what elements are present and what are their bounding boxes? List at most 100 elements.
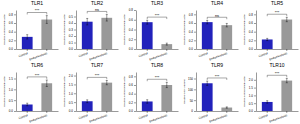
y-tick-label: 0.5 [249,102,254,106]
x-axis: ControlEndometriosis [77,49,119,61]
bar [221,108,232,111]
y-tick-label: 0.8 [129,8,134,12]
y-tick-label: 0.2 [189,39,194,43]
y-tick: 0 [191,109,196,113]
marks [142,82,172,111]
x-tick-mark [27,49,28,51]
y-axis: 0.00.20.40.60.8 [189,11,197,52]
y-tick: 50 [190,99,196,103]
x-tick: Control [18,49,29,58]
y-tick-mark [14,111,16,112]
x-tick-mark [226,49,227,51]
y-tick-mark [74,43,76,44]
y-tick: 0.5 [69,101,76,105]
y-tick-mark [254,95,256,96]
y-tick-mark [254,49,256,50]
x-tick-mark [166,49,167,51]
y-axis-line [136,73,137,112]
error-bar [86,100,88,103]
x-tick-label: Endometriosis [209,51,229,61]
y-tick-mark [74,76,76,77]
y-axis-line [16,73,17,112]
y-label: Relative expression/B-actin [123,14,126,45]
panel: 0.00.51.01.5ControlEndometriosis***TLR6R… [3,62,59,123]
y-axis: 0.00.51.01.52.0 [249,73,257,114]
x-axis: ControlEndometriosis [17,49,59,61]
y-tick-label: 1.5 [9,77,14,81]
x-tick-label: Endometriosis [29,51,49,61]
x-axis: ControlEndometriosis [197,49,239,61]
y-tick-mark [254,14,256,15]
x-tick-label: Endometriosis [209,113,229,123]
x-tick: Endometriosis [89,111,109,123]
y-tick-mark [194,79,196,80]
x-tick-mark [147,111,148,113]
x-tick-label: Control [138,51,149,58]
panel: 0.00.20.40.60.8ControlEndometriosis ns TLR… [183,0,239,61]
sig-label: *** [155,13,160,18]
sig-label: *** [95,73,100,78]
title: TLR9 [211,62,223,68]
y-tick-mark [134,102,136,103]
x-tick: Control [258,111,269,120]
y-tick: 2.0 [249,78,256,82]
title: TLR4 [211,0,223,6]
x-axis: ControlEndometriosis [257,49,299,61]
x-tick-mark [226,111,227,113]
x-tick: Endometriosis [269,49,289,61]
bar [262,39,273,49]
y-tick: 0.0 [129,47,136,51]
x-tick-label: Endometriosis [89,51,109,61]
title: TLR7 [91,62,103,68]
x-tick-mark [267,49,268,51]
bar [202,83,213,111]
y-axis-line [256,73,257,112]
x-tick: Endometriosis [209,111,229,123]
sig-label: ns [215,13,219,18]
y-tick-mark [134,39,136,40]
y-tick: 0.2 [69,34,76,38]
y-tick-label: 0.0 [249,47,254,51]
y-tick-label: 0.5 [9,99,14,103]
title: TLR10 [269,62,284,68]
y-tick-label: 0.2 [9,39,14,43]
x-tick: Endometriosis [89,49,109,61]
sig-label: *** [215,74,220,79]
y-tick: 1.0 [249,94,256,98]
y-axis: 0.00.20.40.60.8 [9,11,17,52]
y-tick-mark [134,30,136,31]
x-tick-label: Control [198,113,209,120]
y-tick-label: 0.1 [69,41,74,45]
y-tick: 1.0 [69,92,76,96]
y-tick-label: 0.8 [9,13,14,17]
y-tick-mark [254,111,256,112]
y-tick-mark [134,76,136,77]
marks [202,81,232,111]
x-axis: ControlEndometriosis [137,111,179,123]
y-tick-label: 0.0 [129,109,134,113]
y-tick: 100 [188,88,196,92]
y-label: Relative expression/B-actin [63,76,66,107]
bar [41,20,52,49]
y-tick-label: 0.0 [129,47,134,51]
x-tick-mark [207,111,208,113]
y-tick-mark [74,30,76,31]
y-tick: 0.8 [189,13,196,17]
x-tick-mark [46,49,47,51]
bar [221,25,232,49]
y-axis-line [196,73,197,112]
y-axis-line [136,11,137,50]
y-tick-label: 0.4 [249,30,254,34]
y-tick: 0.6 [249,21,256,25]
y-tick: 0.8 [129,8,136,12]
x-tick: Control [258,49,269,58]
error-bar [226,23,228,26]
y-tick-mark [74,49,76,50]
y-tick-mark [74,84,76,85]
y-tick-label: 150 [188,77,193,81]
y-tick-label: 0.4 [129,28,134,32]
error-bar [166,82,168,87]
x-tick-mark [286,49,287,51]
marks [202,20,232,49]
y-tick-label: 1.0 [249,94,254,98]
